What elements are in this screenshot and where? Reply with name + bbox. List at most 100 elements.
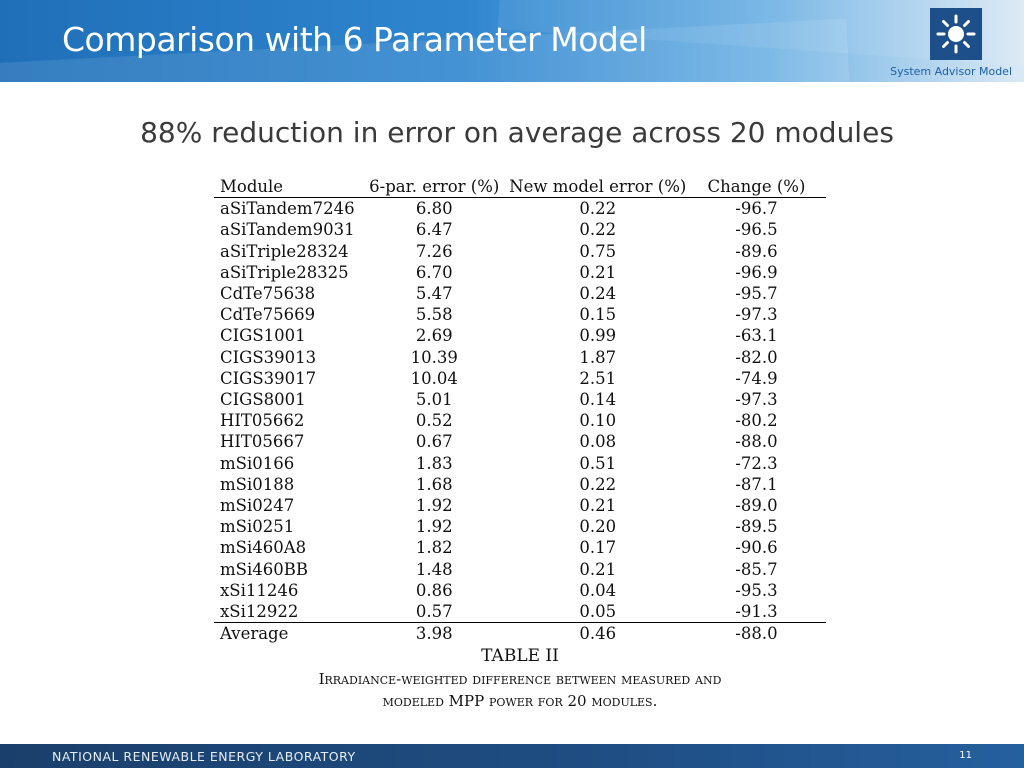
table-average-row: Average 3.98 0.46 -88.0 xyxy=(214,622,826,645)
change-cell: -89.0 xyxy=(735,496,778,516)
table-row: mSi460A8 1.82 0.17 -90.6 xyxy=(214,537,826,558)
new-model-error-cell: 0.21 xyxy=(579,262,617,282)
module-name-cell: mSi0247 xyxy=(220,496,295,516)
change-cell: -97.3 xyxy=(735,390,778,410)
table-row: mSi0247 1.92 0.21 -89.0 xyxy=(214,495,826,516)
six-par-error-cell: 1.68 xyxy=(415,474,453,494)
new-model-error-cell: 0.24 xyxy=(579,284,617,304)
new-model-error-cell: 0.10 xyxy=(579,411,617,431)
six-par-error-cell: 10.39 xyxy=(410,347,458,367)
table-row: aSiTandem9031 6.47 0.22 -96.5 xyxy=(214,219,826,240)
slide-subtitle: 88% reduction in error on average across… xyxy=(140,116,894,149)
new-model-error-cell: 2.51 xyxy=(579,368,617,388)
table-caption-label: TABLE II xyxy=(481,646,559,667)
change-cell: -72.3 xyxy=(735,453,778,473)
module-name-cell: CIGS1001 xyxy=(220,326,306,346)
six-par-error-cell: 0.86 xyxy=(415,580,453,600)
table-row: CIGS39013 10.39 1.87 -82.0 xyxy=(214,347,826,368)
change-cell: -96.7 xyxy=(735,199,778,219)
table-row: CdTe75669 5.58 0.15 -97.3 xyxy=(214,304,826,325)
table-row: CIGS8001 5.01 0.14 -97.3 xyxy=(214,389,826,410)
new-model-error-cell: 0.75 xyxy=(579,241,617,261)
six-par-error-cell: 5.58 xyxy=(415,305,453,325)
module-name-cell: aSiTriple28324 xyxy=(220,241,349,261)
new-model-error-cell: 0.05 xyxy=(579,602,617,622)
module-name-cell: HIT05662 xyxy=(220,411,305,431)
six-par-error-cell: 1.92 xyxy=(415,496,453,516)
results-table: Module 6-par. error (%) New model error … xyxy=(214,176,826,645)
new-model-error-cell: 0.15 xyxy=(579,305,617,325)
module-name-cell: mSi0251 xyxy=(220,517,295,537)
new-model-error-cell: 0.14 xyxy=(579,390,617,410)
change-cell: -89.6 xyxy=(735,241,778,261)
new-model-error-cell: 0.22 xyxy=(579,199,617,219)
module-name-cell: xSi11246 xyxy=(220,580,299,600)
new-model-error-cell: 1.87 xyxy=(579,347,617,367)
six-par-error-cell: 1.48 xyxy=(415,559,453,579)
change-cell: -97.3 xyxy=(735,305,778,325)
new-model-error-cell: 0.04 xyxy=(579,580,617,600)
column-header-new-model-error: New model error (%) xyxy=(508,176,687,199)
table-caption: Irradiance-weighted difference between m… xyxy=(214,668,826,712)
six-par-error-cell: 10.04 xyxy=(410,368,458,388)
six-par-error-cell: 6.70 xyxy=(415,262,453,282)
table-row: mSi0188 1.68 0.22 -87.1 xyxy=(214,474,826,495)
average-label: Average xyxy=(214,622,360,645)
table-caption-line-1: Irradiance-weighted difference between m… xyxy=(318,670,722,689)
change-cell: -96.5 xyxy=(735,220,778,240)
change-cell: -90.6 xyxy=(735,538,778,558)
table-row: aSiTriple28325 6.70 0.21 -96.9 xyxy=(214,262,826,283)
table-row: xSi11246 0.86 0.04 -95.3 xyxy=(214,580,826,601)
module-name-cell: xSi12922 xyxy=(220,602,299,622)
six-par-error-cell: 6.80 xyxy=(415,199,453,219)
module-name-cell: mSi0188 xyxy=(220,474,295,494)
change-cell: -95.7 xyxy=(735,284,778,304)
six-par-error-cell: 7.26 xyxy=(415,241,453,261)
change-cell: -85.7 xyxy=(735,559,778,579)
table-row: xSi12922 0.57 0.05 -91.3 xyxy=(214,601,826,623)
new-model-error-cell: 0.99 xyxy=(579,326,617,346)
average-6par-error: 3.98 xyxy=(359,622,509,645)
table-row: aSiTriple28324 7.26 0.75 -89.6 xyxy=(214,241,826,262)
table-row: HIT05667 0.67 0.08 -88.0 xyxy=(214,431,826,452)
change-cell: -96.9 xyxy=(735,262,778,282)
page-number: 11 xyxy=(959,750,972,761)
module-name-cell: mSi0166 xyxy=(220,453,295,473)
change-cell: -82.0 xyxy=(735,347,778,367)
six-par-error-cell: 0.67 xyxy=(415,432,453,452)
six-par-error-cell: 2.69 xyxy=(415,326,453,346)
change-cell: -80.2 xyxy=(735,411,778,431)
six-par-error-cell: 1.82 xyxy=(415,538,453,558)
module-name-cell: CdTe75638 xyxy=(220,284,316,304)
change-cell: -63.1 xyxy=(735,326,778,346)
module-name-cell: CIGS39017 xyxy=(220,368,317,388)
footer-org-name: NATIONAL RENEWABLE ENERGY LABORATORY xyxy=(52,749,356,764)
module-name-cell: aSiTriple28325 xyxy=(220,262,349,282)
sam-logo xyxy=(930,8,982,60)
table-row: aSiTandem7246 6.80 0.22 -96.7 xyxy=(214,198,826,220)
new-model-error-cell: 0.20 xyxy=(579,517,617,537)
slide-footer: NATIONAL RENEWABLE ENERGY LABORATORY 11 xyxy=(0,744,1024,768)
change-cell: -91.3 xyxy=(735,602,778,622)
six-par-error-cell: 5.01 xyxy=(415,390,453,410)
six-par-error-cell: 1.92 xyxy=(415,517,453,537)
new-model-error-cell: 0.17 xyxy=(579,538,617,558)
table-row: HIT05662 0.52 0.10 -80.2 xyxy=(214,410,826,431)
change-cell: -89.5 xyxy=(735,517,778,537)
average-new-model-error: 0.46 xyxy=(508,622,687,645)
slide-title: Comparison with 6 Parameter Model xyxy=(62,20,647,59)
six-par-error-cell: 6.47 xyxy=(415,220,453,240)
change-cell: -87.1 xyxy=(735,474,778,494)
module-name-cell: CdTe75669 xyxy=(220,305,316,325)
module-name-cell: mSi460BB xyxy=(220,559,308,579)
change-cell: -88.0 xyxy=(735,432,778,452)
table-body: aSiTandem7246 6.80 0.22 -96.7 aSiTandem9031 6… xyxy=(214,198,826,623)
column-header-change: Change (%) xyxy=(686,176,826,199)
table-row: CIGS39017 10.04 2.51 -74.9 xyxy=(214,368,826,389)
module-name-cell: CIGS8001 xyxy=(220,390,306,410)
column-header-module: Module xyxy=(214,176,360,199)
table-row: CIGS1001 2.69 0.99 -63.1 xyxy=(214,325,826,346)
module-name-cell: aSiTandem7246 xyxy=(220,199,355,219)
new-model-error-cell: 0.22 xyxy=(579,220,617,240)
change-cell: -74.9 xyxy=(735,368,778,388)
